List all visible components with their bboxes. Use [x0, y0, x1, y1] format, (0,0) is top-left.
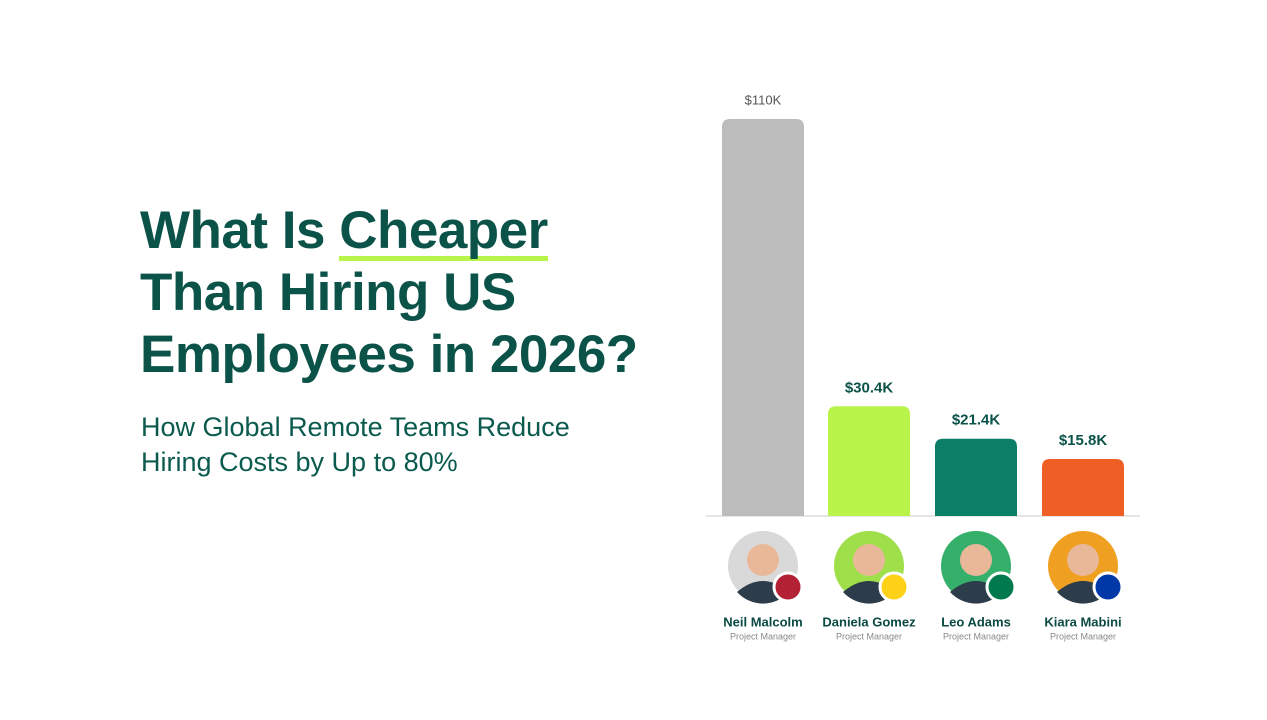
person-role: Project Manager: [943, 631, 1009, 641]
title-highlight: Cheaper: [339, 201, 548, 261]
person-name: Leo Adams: [941, 614, 1011, 629]
title: What Is Cheaper Than Hiring US Employees…: [140, 200, 638, 386]
value-label: $21.4K: [952, 412, 1001, 429]
avatar-face: [853, 544, 885, 576]
bar: [828, 406, 910, 516]
value-label: $110K: [745, 92, 782, 107]
person-name: Daniela Gomez: [822, 614, 916, 629]
bar: [1042, 458, 1124, 516]
bar: [722, 119, 804, 516]
avatar-face: [1067, 544, 1099, 576]
flag: [772, 571, 804, 603]
value-label: $15.8K: [1059, 432, 1108, 449]
person-name: Kiara Mabini: [1044, 614, 1121, 629]
title-line: Employees in 2026?: [140, 325, 638, 384]
avatar-face: [747, 544, 779, 576]
person-name: Neil Malcolm: [723, 614, 802, 629]
value-label: $30.4K: [845, 379, 894, 396]
subtitle: How Global Remote Teams Reduce Hiring Co…: [141, 410, 570, 480]
person-role: Project Manager: [836, 631, 902, 641]
flag: [985, 571, 1017, 603]
bar: [935, 438, 1017, 516]
subtitle-line: How Global Remote Teams Reduce: [141, 412, 570, 442]
person-role: Project Manager: [1050, 631, 1116, 641]
flag: [878, 571, 910, 603]
title-line: What Is: [140, 201, 340, 260]
person-role: Project Manager: [730, 631, 796, 641]
flag: [1092, 571, 1124, 603]
subtitle-line: Hiring Costs by Up to 80%: [141, 447, 458, 477]
title-line: Than Hiring US: [140, 263, 516, 322]
avatar-face: [960, 544, 992, 576]
